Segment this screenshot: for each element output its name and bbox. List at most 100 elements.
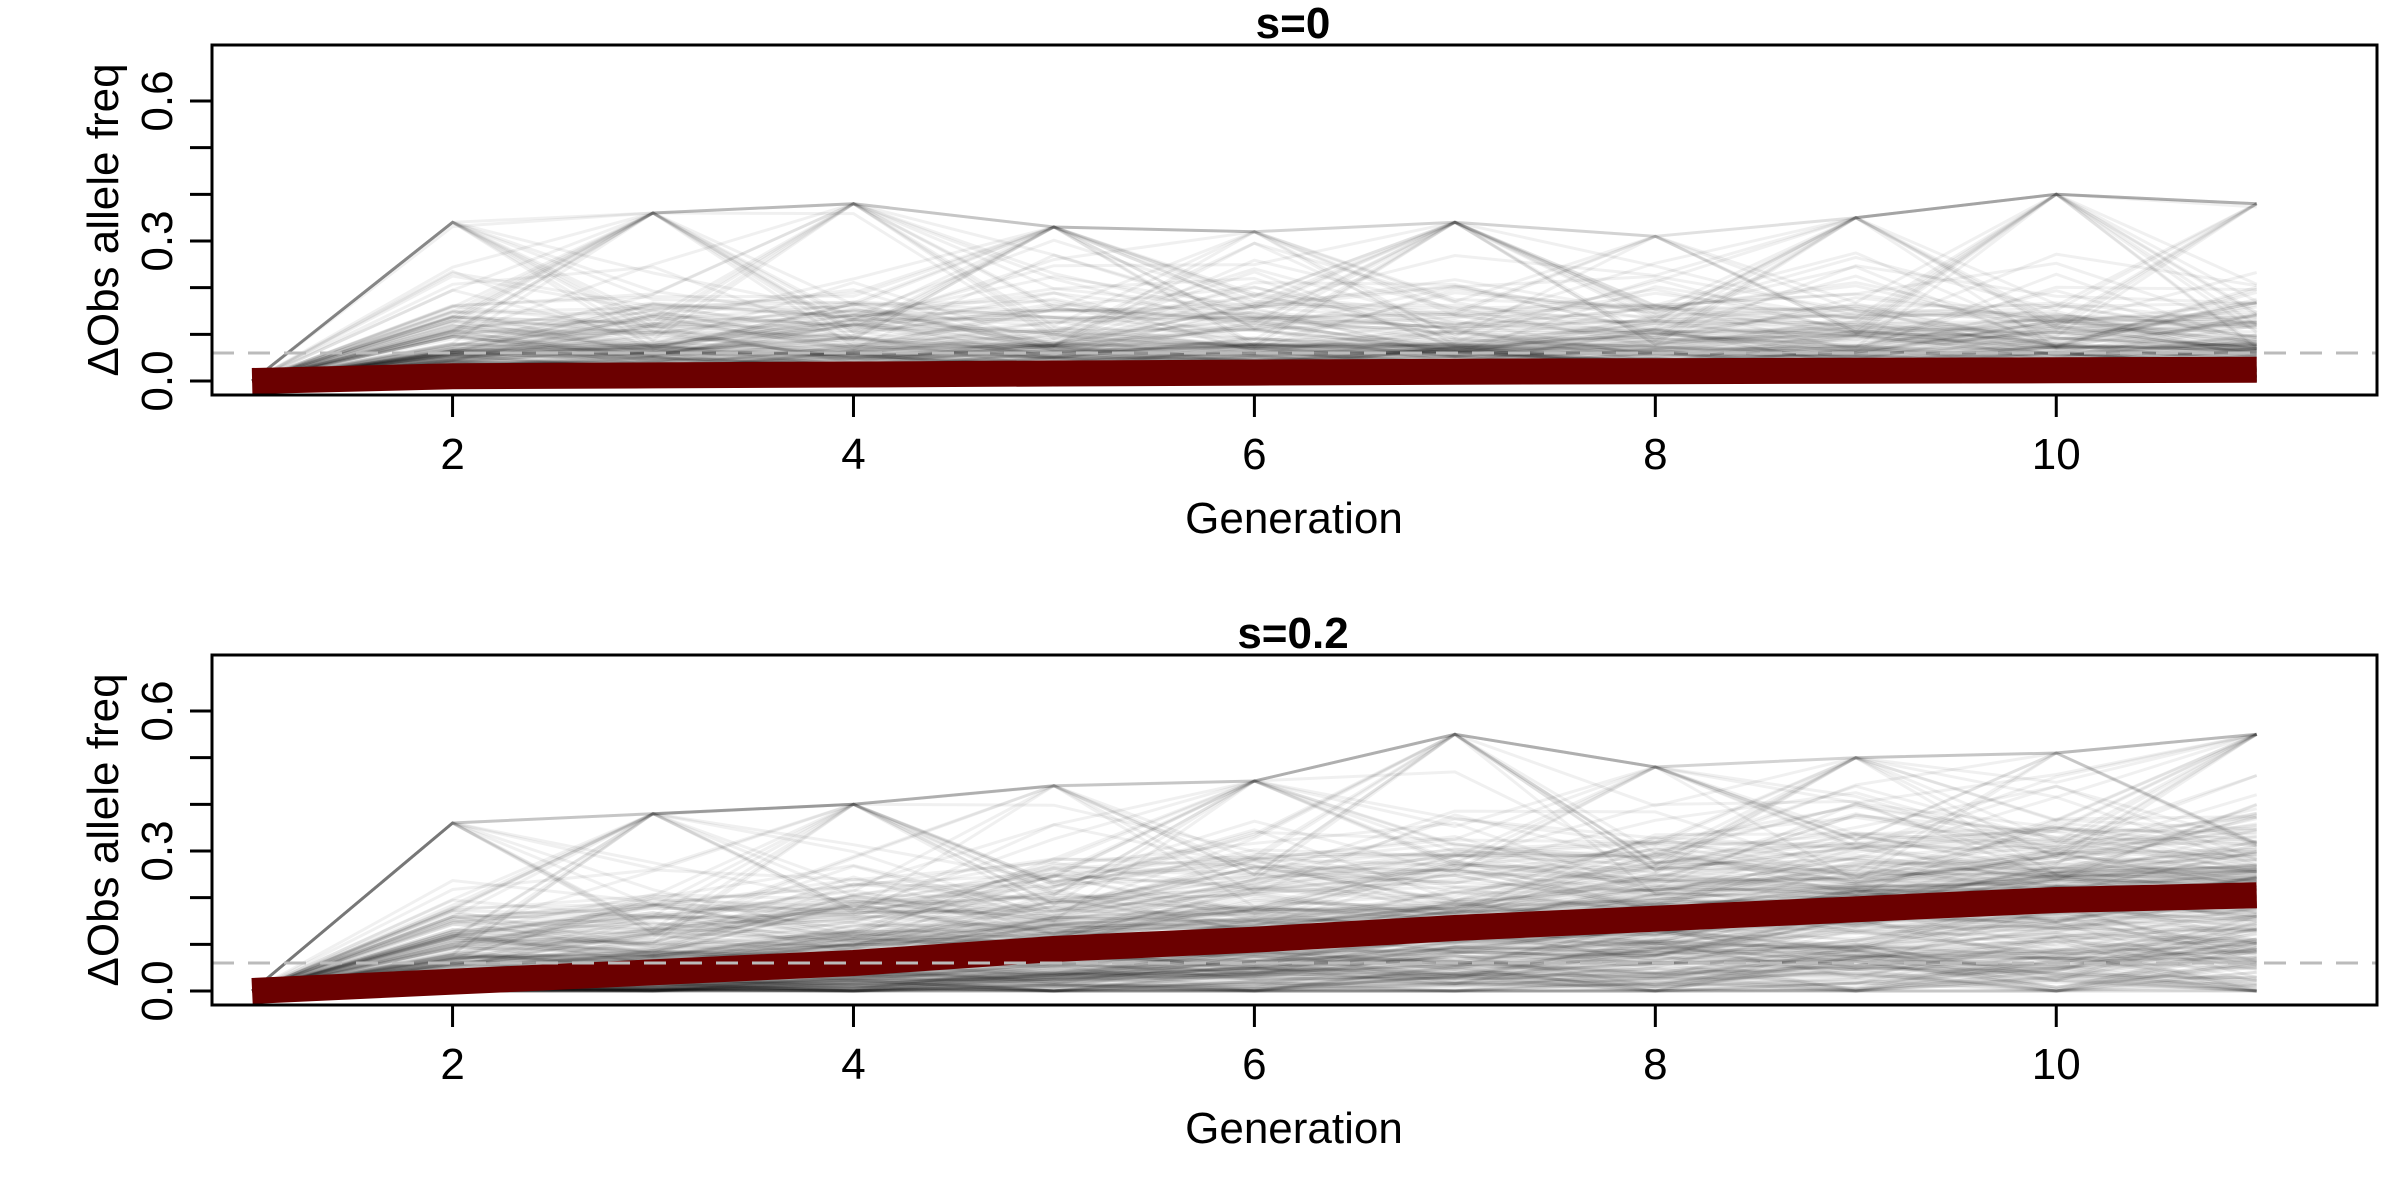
simulation-line xyxy=(251,860,2257,993)
simulation-line xyxy=(251,308,2257,383)
simulation-line xyxy=(251,856,2257,993)
y-axis-label: ΔObs allele freq xyxy=(79,673,128,986)
simulation-line xyxy=(251,805,2257,993)
simulation-line xyxy=(251,225,2257,383)
simulation-line xyxy=(251,234,2257,383)
mean-line-group xyxy=(251,882,2258,1004)
simulation-line xyxy=(251,289,2258,383)
x-tick-label: 8 xyxy=(1643,1040,1667,1089)
simulation-line xyxy=(251,192,2257,383)
simulation-line xyxy=(251,803,2257,993)
simulation-line xyxy=(251,202,2258,383)
simulation-line xyxy=(251,793,2258,993)
simulation-line xyxy=(251,313,2257,383)
simulation-line xyxy=(251,202,2258,383)
simulation-line xyxy=(251,334,2257,383)
simulation-line xyxy=(251,853,2257,993)
simulation-line xyxy=(251,335,2257,383)
simulation-line xyxy=(251,732,2257,993)
simulation-line xyxy=(251,313,2257,383)
simulation-line xyxy=(251,211,2257,383)
simulation-line xyxy=(251,302,2257,383)
simulation-line xyxy=(251,192,2258,383)
simulation-line xyxy=(251,733,2258,993)
simulation-line xyxy=(252,955,2257,993)
simulation-line xyxy=(252,966,2257,993)
x-tick-label: 6 xyxy=(1242,1040,1266,1089)
x-tick-label: 4 xyxy=(841,1040,865,1089)
simulation-line xyxy=(252,961,2257,993)
simulation-line xyxy=(251,859,2257,993)
simulation-line xyxy=(251,192,2257,383)
x-axis-label: Generation xyxy=(1185,1104,1403,1153)
simulation-line xyxy=(251,265,2257,383)
simulation-line xyxy=(251,732,2257,993)
simulation-line xyxy=(251,799,2258,993)
simulation-line xyxy=(251,874,2257,993)
simulation-line xyxy=(251,192,2258,383)
simulation-line xyxy=(252,968,2257,993)
simulation-line xyxy=(251,220,2258,383)
simulation-line xyxy=(251,732,2257,993)
simulation-line xyxy=(251,795,2258,993)
simulation-line xyxy=(251,319,2257,383)
simulation-line xyxy=(251,732,2258,993)
x-tick-label: 10 xyxy=(2032,1040,2081,1089)
simulation-line xyxy=(251,821,2257,993)
simulation-line xyxy=(252,970,2257,993)
simulation-line xyxy=(251,751,2258,993)
simulation-line xyxy=(251,732,2257,993)
simulation-line xyxy=(251,284,2257,383)
simulation-line xyxy=(251,847,2257,993)
simulation-line xyxy=(251,211,2257,383)
simulation-line xyxy=(252,969,2257,993)
simulation-line xyxy=(251,323,2257,383)
simulation-line xyxy=(251,858,2257,993)
simulation-line xyxy=(251,853,2257,993)
y-tick-label: 0.6 xyxy=(133,680,182,741)
simulation-line xyxy=(252,950,2257,993)
y-tick-label: 0.3 xyxy=(133,820,182,881)
simulation-line xyxy=(252,957,2257,993)
simulation-line xyxy=(251,839,2257,993)
simulation-line xyxy=(251,732,2258,993)
simulation-line xyxy=(251,732,2257,993)
simulation-line xyxy=(251,830,2257,993)
y-tick-label: 0.6 xyxy=(133,70,182,131)
simulation-line xyxy=(251,732,2257,993)
simulation-line xyxy=(251,192,2257,383)
simulation-line xyxy=(251,330,2257,383)
simulation-line xyxy=(251,192,2258,383)
simulation-line xyxy=(251,211,2257,383)
simulation-line xyxy=(251,866,2257,993)
simulation-line xyxy=(252,945,2257,993)
simulation-line xyxy=(251,863,2257,993)
simulation-line xyxy=(251,732,2258,993)
simulation-line xyxy=(251,822,2257,993)
simulation-line xyxy=(252,971,2257,993)
simulation-line xyxy=(251,306,2257,383)
simulation-line xyxy=(251,807,2258,993)
simulation-line xyxy=(251,325,2257,383)
simulation-line xyxy=(251,841,2257,993)
simulation-line xyxy=(251,327,2257,383)
simulation-line xyxy=(252,980,2257,993)
simulation-line xyxy=(251,285,2258,383)
simulation-line xyxy=(251,751,2258,993)
simulation-line xyxy=(251,211,2257,383)
simulation-line xyxy=(252,978,2257,993)
simulation-line xyxy=(251,309,2257,383)
simulation-line xyxy=(252,936,2258,993)
simulation-line xyxy=(251,304,2257,383)
simulation-line xyxy=(251,815,2257,993)
simulation-line xyxy=(251,802,2258,993)
simulation-line xyxy=(251,314,2257,383)
simulation-line xyxy=(251,851,2257,993)
simulation-line xyxy=(252,949,2257,993)
simulation-line xyxy=(251,229,2257,383)
simulation-line xyxy=(252,939,2258,993)
simulation-line xyxy=(251,861,2257,993)
simulation-line xyxy=(251,281,2257,383)
simulation-line xyxy=(252,972,2257,993)
simulation-line xyxy=(251,850,2257,993)
